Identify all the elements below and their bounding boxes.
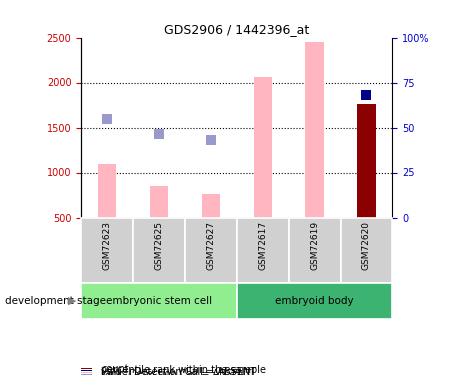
Text: GSM72627: GSM72627 xyxy=(207,221,215,270)
Text: GSM72620: GSM72620 xyxy=(362,221,371,270)
Text: embryonic stem cell: embryonic stem cell xyxy=(106,296,212,306)
Bar xyxy=(357,104,376,218)
Bar xyxy=(150,186,168,218)
Bar xyxy=(237,217,289,283)
Point xyxy=(155,131,162,137)
Text: development stage: development stage xyxy=(5,296,106,306)
Bar xyxy=(81,374,92,375)
Text: percentile rank within the sample: percentile rank within the sample xyxy=(101,365,267,375)
Text: ▶: ▶ xyxy=(68,296,77,306)
Bar xyxy=(202,194,220,217)
Bar xyxy=(133,217,185,283)
Bar xyxy=(81,283,237,319)
Text: embryoid body: embryoid body xyxy=(275,296,354,306)
Bar xyxy=(185,217,237,283)
Bar xyxy=(289,217,341,283)
Text: count: count xyxy=(101,364,129,374)
Text: GSM72619: GSM72619 xyxy=(310,221,319,270)
Bar xyxy=(305,42,324,218)
Text: GSM72625: GSM72625 xyxy=(155,221,163,270)
Bar xyxy=(81,370,92,371)
Bar xyxy=(81,372,92,373)
Point xyxy=(363,92,370,98)
Bar xyxy=(81,368,92,369)
Bar xyxy=(253,77,272,218)
Text: value, Detection Call = ABSENT: value, Detection Call = ABSENT xyxy=(101,367,257,375)
Title: GDS2906 / 1442396_at: GDS2906 / 1442396_at xyxy=(164,23,309,36)
Bar xyxy=(98,164,116,218)
Point xyxy=(103,116,110,122)
Bar xyxy=(81,217,133,283)
Text: rank, Detection Call = ABSENT: rank, Detection Call = ABSENT xyxy=(101,369,252,375)
Point xyxy=(207,137,214,143)
Text: GSM72617: GSM72617 xyxy=(258,221,267,270)
Bar xyxy=(237,283,392,319)
Text: GSM72623: GSM72623 xyxy=(103,221,111,270)
Bar xyxy=(341,217,392,283)
